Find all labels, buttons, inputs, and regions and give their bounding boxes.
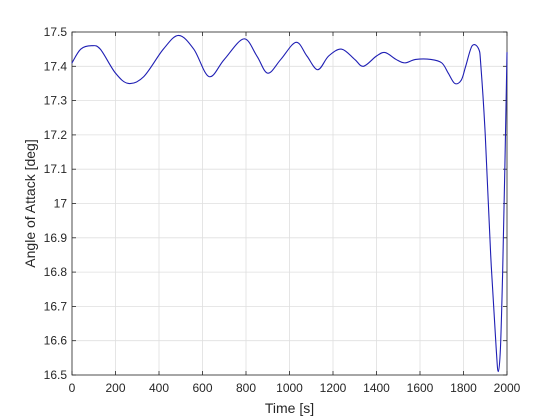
x-tick-label: 1600 — [407, 381, 434, 395]
x-tick-label: 800 — [236, 381, 256, 395]
y-tick-label: 16.9 — [44, 231, 68, 245]
y-tick-label: 17.5 — [44, 25, 68, 39]
x-tick-label: 600 — [192, 381, 212, 395]
y-axis-label: Angle of Attack [deg] — [22, 139, 38, 267]
series-group — [71, 34, 508, 373]
x-tick-label: 0 — [69, 381, 76, 395]
x-tick-label: 1200 — [320, 381, 347, 395]
x-tick-label: 1400 — [363, 381, 390, 395]
series-line — [71, 34, 508, 373]
x-tick-label: 1000 — [276, 381, 303, 395]
axis-ticks — [71, 31, 508, 376]
y-tick-label: 17 — [54, 197, 68, 211]
y-tick-label: 17.4 — [44, 59, 68, 73]
x-tick-label: 2000 — [494, 381, 521, 395]
y-tick-label: 17.1 — [44, 162, 68, 176]
y-tick-label: 16.7 — [44, 299, 68, 313]
y-tick-label: 17.2 — [44, 128, 68, 142]
y-tick-label: 16.5 — [44, 368, 68, 382]
x-tick-label: 1800 — [450, 381, 477, 395]
y-tick-label: 17.3 — [44, 94, 68, 108]
y-tick-label: 16.8 — [44, 265, 68, 279]
y-tick-label: 16.6 — [44, 334, 68, 348]
tick-labels: 0 200 400 600 800 1000 1200 1400 1600 1800 2000 16.… — [44, 25, 521, 395]
x-axis-label: Time [s] — [265, 400, 314, 416]
x-tick-label: 400 — [149, 381, 169, 395]
x-tick-label: 200 — [105, 381, 125, 395]
